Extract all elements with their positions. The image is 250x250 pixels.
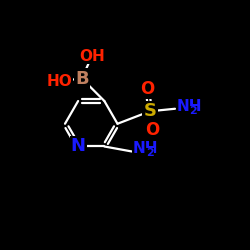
Text: N: N [71,138,86,156]
Text: HO: HO [46,74,72,88]
Text: O: O [146,121,160,139]
Text: O: O [140,80,154,98]
Text: 2: 2 [146,148,154,158]
Text: B: B [75,70,89,87]
Text: S: S [144,102,156,120]
Text: NH: NH [176,99,202,114]
Text: NH: NH [132,142,158,156]
Text: 2: 2 [190,106,197,116]
Text: OH: OH [79,48,105,64]
